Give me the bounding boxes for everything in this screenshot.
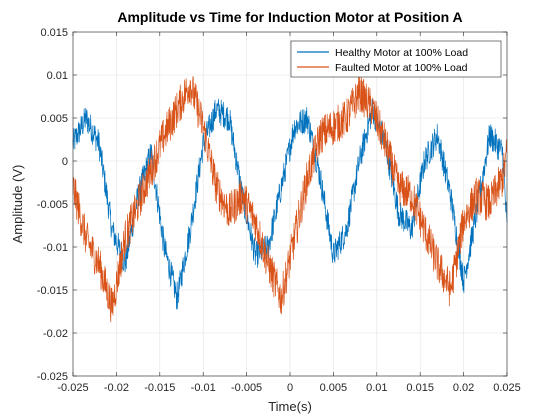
y-tick-label: 0	[62, 156, 68, 168]
y-tick-label: 0.005	[40, 113, 68, 125]
x-tick-label: -0.01	[191, 382, 216, 394]
series-lines	[72, 74, 508, 323]
legend: Healthy Motor at 100% Load Faulted Motor …	[290, 40, 502, 78]
x-tick-label: 0.025	[493, 382, 521, 394]
x-tick-label: -0.025	[57, 382, 88, 394]
y-tick-label: -0.02	[43, 328, 68, 340]
x-tick-label: 0.02	[453, 382, 474, 394]
y-tick-label: -0.005	[37, 199, 68, 211]
y-axis-label: Amplitude (V)	[10, 165, 25, 244]
x-tick-label: 0	[287, 382, 293, 394]
y-tick-label: 0.01	[47, 70, 68, 82]
series-line-2	[72, 74, 508, 323]
chart-title: Amplitude vs Time for Induction Motor at…	[117, 9, 462, 25]
x-tick-label: 0.005	[320, 382, 348, 394]
y-tick-label: -0.015	[37, 285, 68, 297]
axis-ticks: -0.025 -0.02 -0.015 -0.01 -0.005 0 0.005 0.01 0.…	[37, 27, 521, 394]
x-tick-label: -0.005	[231, 382, 262, 394]
series-line-1	[72, 98, 508, 310]
y-tick-label: -0.025	[37, 371, 68, 383]
x-tick-label: -0.02	[104, 382, 129, 394]
y-tick-label: -0.01	[43, 242, 68, 254]
legend-label-2: Faulted Motor at 100% Load	[335, 62, 468, 74]
y-tick-label: 0.015	[40, 27, 68, 39]
x-tick-label: 0.015	[406, 382, 434, 394]
x-tick-label: 0.01	[366, 382, 387, 394]
x-tick-label: -0.015	[144, 382, 175, 394]
legend-label-1: Healthy Motor at 100% Load	[335, 47, 468, 59]
legend-box	[290, 40, 502, 78]
x-axis-label: Time(s)	[268, 399, 312, 414]
